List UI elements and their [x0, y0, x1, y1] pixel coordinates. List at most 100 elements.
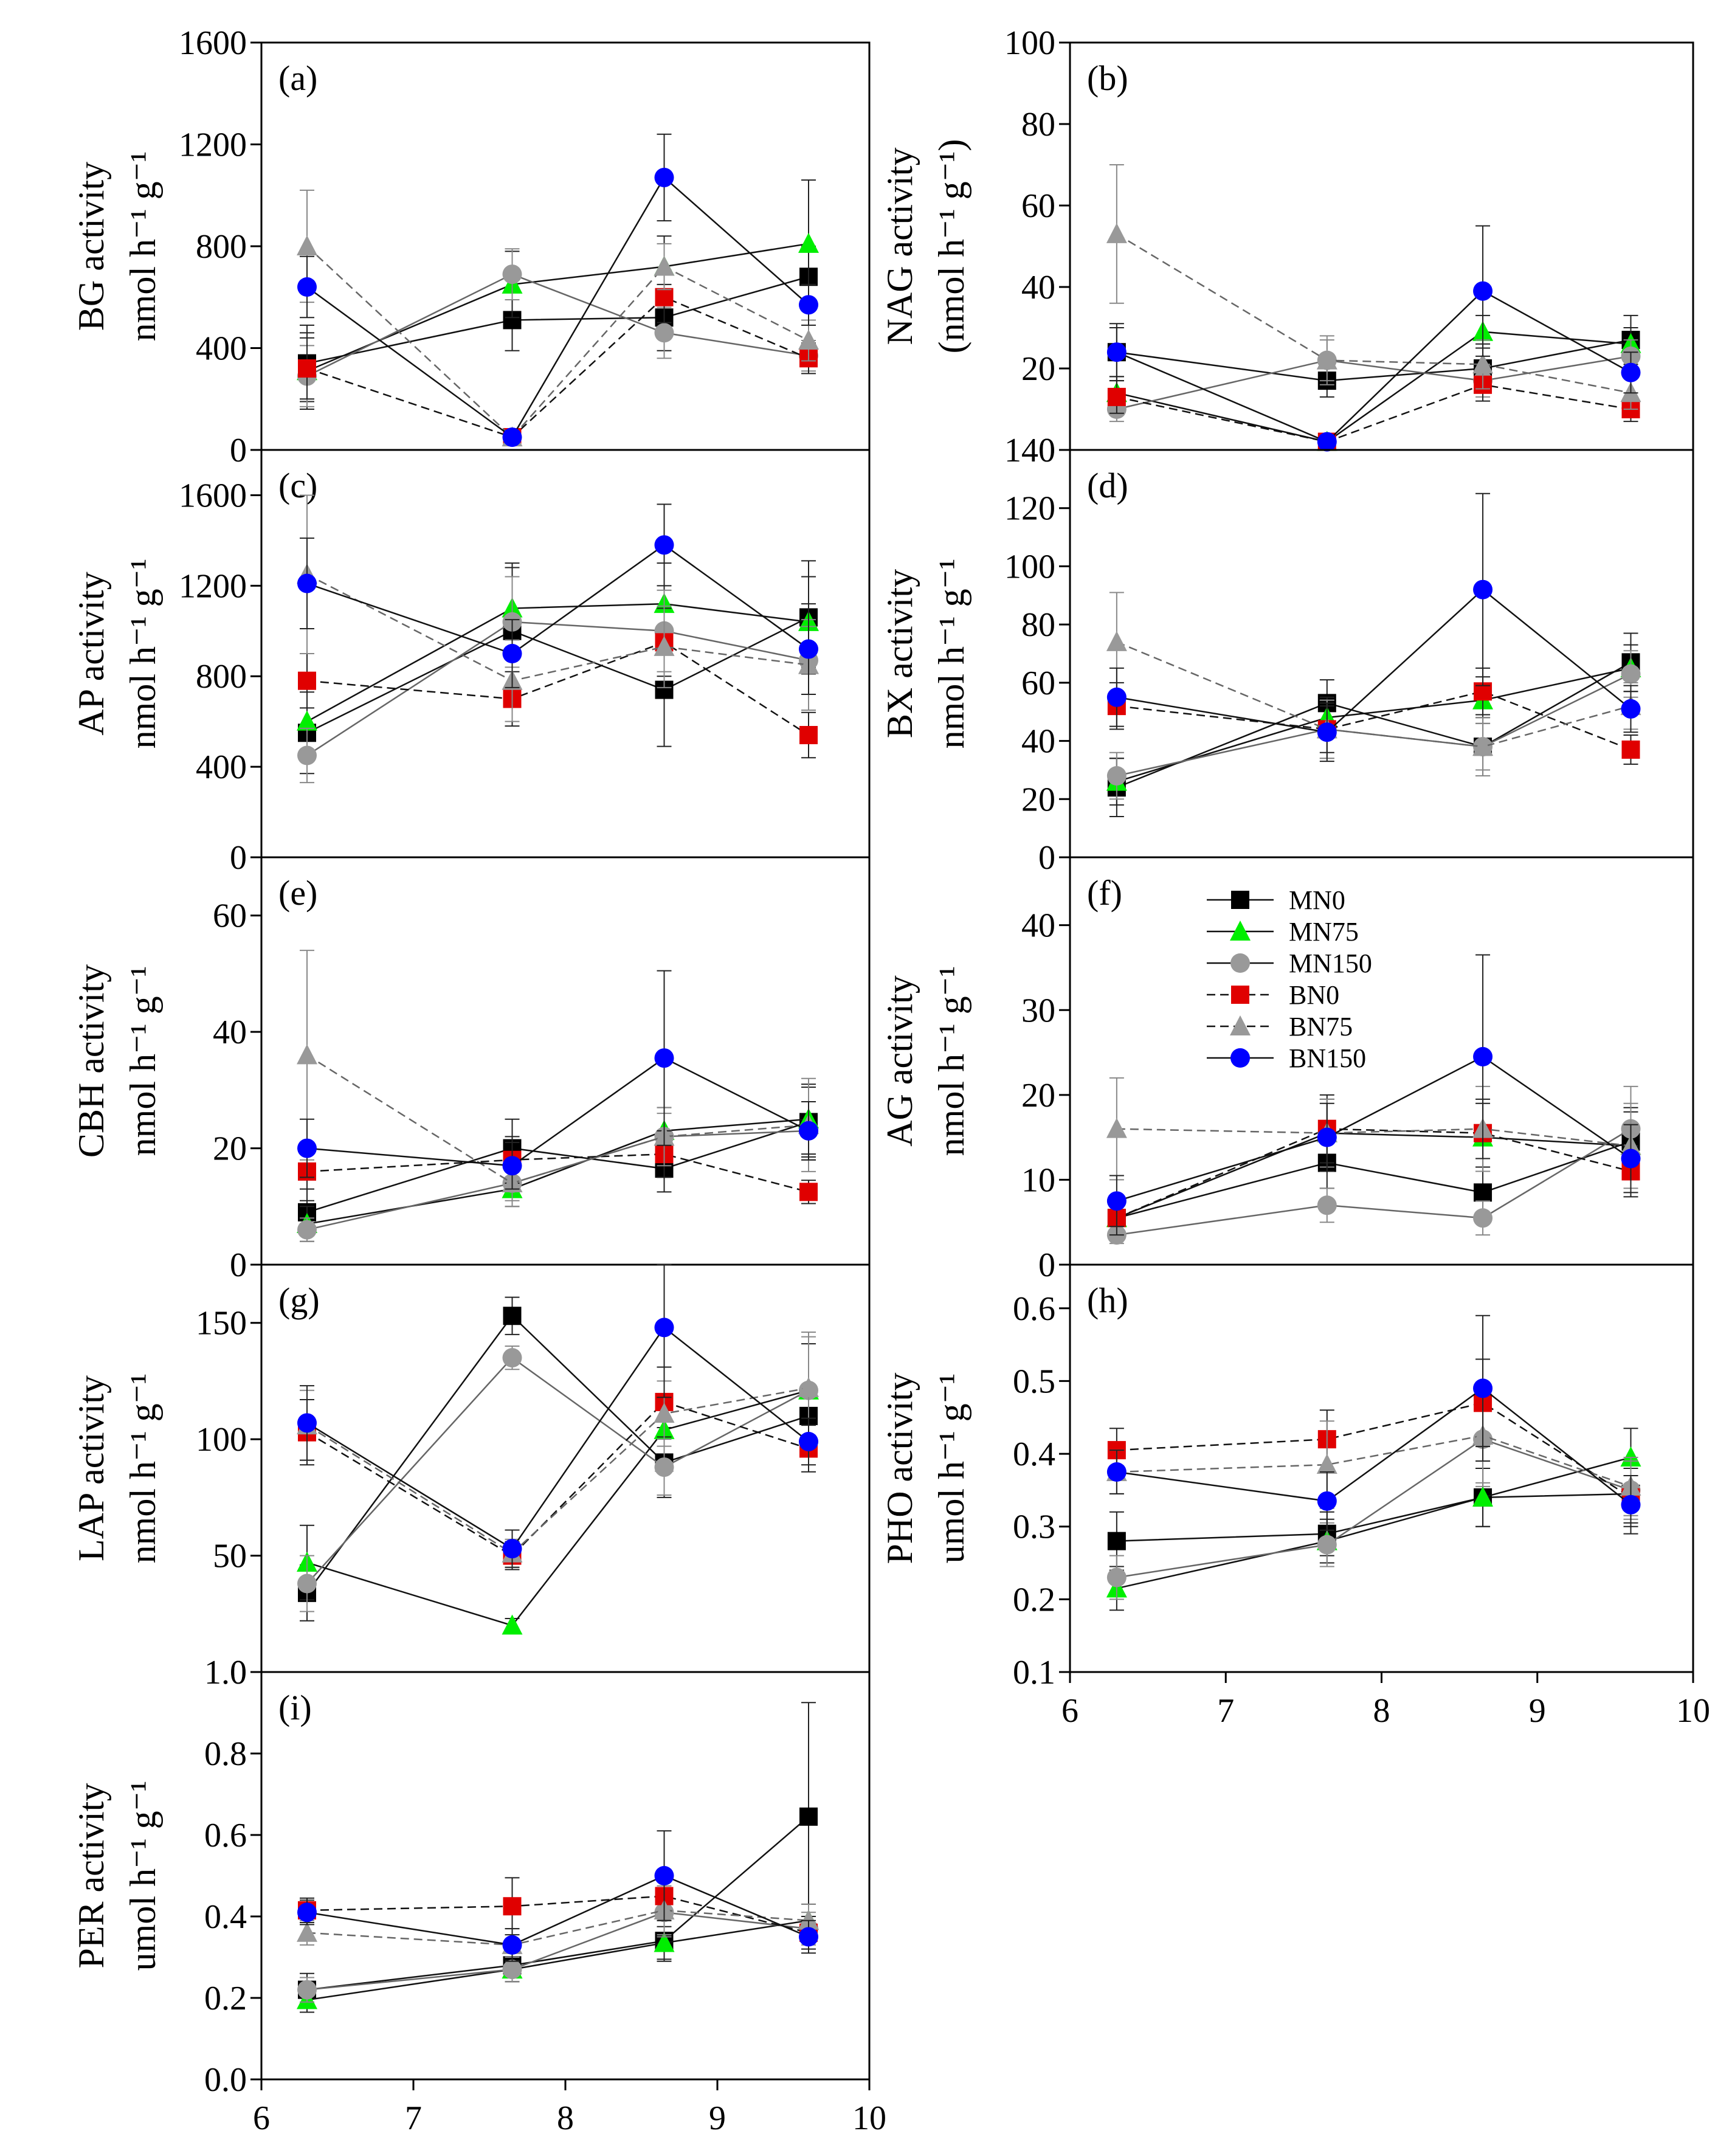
- marker-BN75: [297, 235, 317, 255]
- legend-label: BN0: [1289, 980, 1339, 1010]
- marker-MN0: [799, 1807, 818, 1826]
- marker-BN150: [1473, 281, 1493, 301]
- series-line-MN0: [1116, 662, 1632, 789]
- y-tick-label: 0.6: [204, 1817, 247, 1854]
- panel-d: 0 20 40 60 80 100 120 140 (d) BX activity nmol h⁻¹…: [880, 432, 1694, 877]
- y-tick-label: 100: [1004, 548, 1055, 586]
- series-BN75: [297, 494, 819, 722]
- marker-BN150: [1473, 1047, 1493, 1067]
- series-line-BN75: [306, 246, 809, 438]
- panel-f: 0 10 20 30 40 (f) AG activity nmol h⁻¹ g⁻¹: [880, 856, 1694, 1284]
- panel-frame: [260, 1671, 871, 2081]
- series-line-MN0: [1116, 1493, 1631, 1542]
- marker-BN0: [298, 671, 316, 690]
- panel-label: (c): [278, 466, 317, 505]
- series-line-BN0: [306, 296, 809, 438]
- x-tick-label: 7: [1217, 1692, 1234, 1730]
- marker-BN75: [1472, 736, 1494, 756]
- marker-BN75: [654, 255, 675, 276]
- marker-BN75: [1316, 1454, 1337, 1474]
- marker-MN0: [503, 1307, 522, 1325]
- x-tick-label: 9: [1529, 1692, 1546, 1730]
- marker-BN75: [1106, 631, 1127, 651]
- series-MN75: [1106, 644, 1641, 806]
- series-line-BN150: [1116, 1387, 1632, 1505]
- marker-BN75: [297, 1921, 317, 1942]
- x-tick-label: 9: [709, 2099, 726, 2137]
- marker-MN150: [502, 1960, 522, 1980]
- series-line-MN0: [1116, 1141, 1631, 1219]
- marker-BN75: [297, 1044, 317, 1065]
- marker-MN150: [654, 323, 674, 343]
- legend-label: BN75: [1289, 1012, 1353, 1042]
- y-tick-label: 0.0: [204, 2061, 247, 2099]
- panel-label: (d): [1087, 466, 1128, 505]
- legend-label: MN0: [1289, 885, 1345, 915]
- series-MN75: [297, 179, 819, 410]
- series-BN75: [1106, 164, 1641, 410]
- marker-BN150: [1621, 1494, 1641, 1515]
- marker-BN75: [1316, 349, 1337, 370]
- marker-BN150: [654, 535, 674, 555]
- marker-BN75: [1106, 223, 1127, 243]
- marker-BN150: [799, 1121, 818, 1141]
- panel-frame: [260, 1263, 871, 1673]
- series-MN0: [298, 1702, 818, 2007]
- marker-MN150: [1106, 1567, 1127, 1588]
- y-tick-label: 0.4: [1013, 1436, 1055, 1473]
- marker-BN150: [654, 1048, 674, 1068]
- marker-BN150: [502, 427, 522, 447]
- y-tick-label: 20: [1021, 1077, 1055, 1114]
- y-axis-unit-label: nmol h⁻¹ g⁻¹: [931, 966, 971, 1156]
- legend-entry-BN75: BN75: [1207, 1012, 1353, 1042]
- series-MN150: [1106, 1395, 1641, 1600]
- panel-frame: [1069, 856, 1694, 1266]
- panel-label: (g): [278, 1280, 320, 1320]
- marker-BN75: [1230, 1015, 1251, 1035]
- series-line-MN75: [306, 603, 809, 722]
- y-tick-label: 1600: [179, 477, 247, 514]
- y-tick-label: 20: [213, 1130, 247, 1168]
- marker-BN150: [502, 1539, 522, 1559]
- marker-BN150: [502, 644, 522, 663]
- marker-BN150: [1106, 1191, 1127, 1211]
- marker-BN0: [1107, 387, 1126, 406]
- marker-BN150: [654, 1866, 674, 1885]
- legend-label: MN150: [1289, 948, 1372, 978]
- series-line-BN0: [1116, 1128, 1631, 1219]
- series-line-BN75: [306, 1387, 809, 1555]
- marker-MN75: [654, 1932, 675, 1952]
- series-line-MN0: [1116, 339, 1631, 382]
- series-MN75: [1106, 314, 1641, 451]
- marker-BN0: [799, 726, 818, 744]
- marker-MN150: [654, 1457, 674, 1477]
- marker-BN150: [1621, 362, 1641, 382]
- series-line-BN0: [1116, 1401, 1632, 1498]
- series-line-MN150: [1116, 1438, 1631, 1578]
- marker-BN150: [297, 1413, 317, 1433]
- y-axis-label: PHO activity: [880, 1373, 920, 1564]
- y-tick-label: 40: [1021, 907, 1055, 945]
- series-MN150: [297, 1887, 818, 2003]
- y-tick-label: 0.8: [204, 1735, 247, 1773]
- series-BN150: [297, 503, 818, 695]
- panel-a: 0 400 800 1200 1600 (a) BG activity nmol h⁻¹ g⁻…: [71, 24, 871, 469]
- y-tick-label: 0: [1038, 1246, 1055, 1284]
- panel-i: 0.0 0.2 0.4 0.6 0.8 1.0 (i) PER activity umol h⁻…: [71, 1654, 886, 2137]
- panel-h-x-axis: 6 7 8 9 10: [1061, 1672, 1710, 1730]
- series-line-MN75: [1116, 1456, 1631, 1589]
- marker-BN150: [1473, 1378, 1493, 1398]
- y-tick-label: 0.5: [1013, 1363, 1055, 1400]
- marker-BN75: [798, 329, 819, 350]
- y-tick-label: 40: [1021, 723, 1055, 761]
- y-tick-label: 0.4: [204, 1898, 247, 1936]
- y-tick-label: 0.1: [1013, 1654, 1055, 1691]
- series-MN75: [1106, 1098, 1641, 1236]
- y-tick-label: 0.2: [1013, 1581, 1055, 1619]
- x-tick-label: 10: [1676, 1692, 1710, 1730]
- y-axis-label: LAP activity: [71, 1375, 111, 1561]
- marker-BN150: [502, 1156, 522, 1176]
- marker-MN0: [1107, 1532, 1126, 1550]
- marker-BN150: [1230, 1048, 1250, 1068]
